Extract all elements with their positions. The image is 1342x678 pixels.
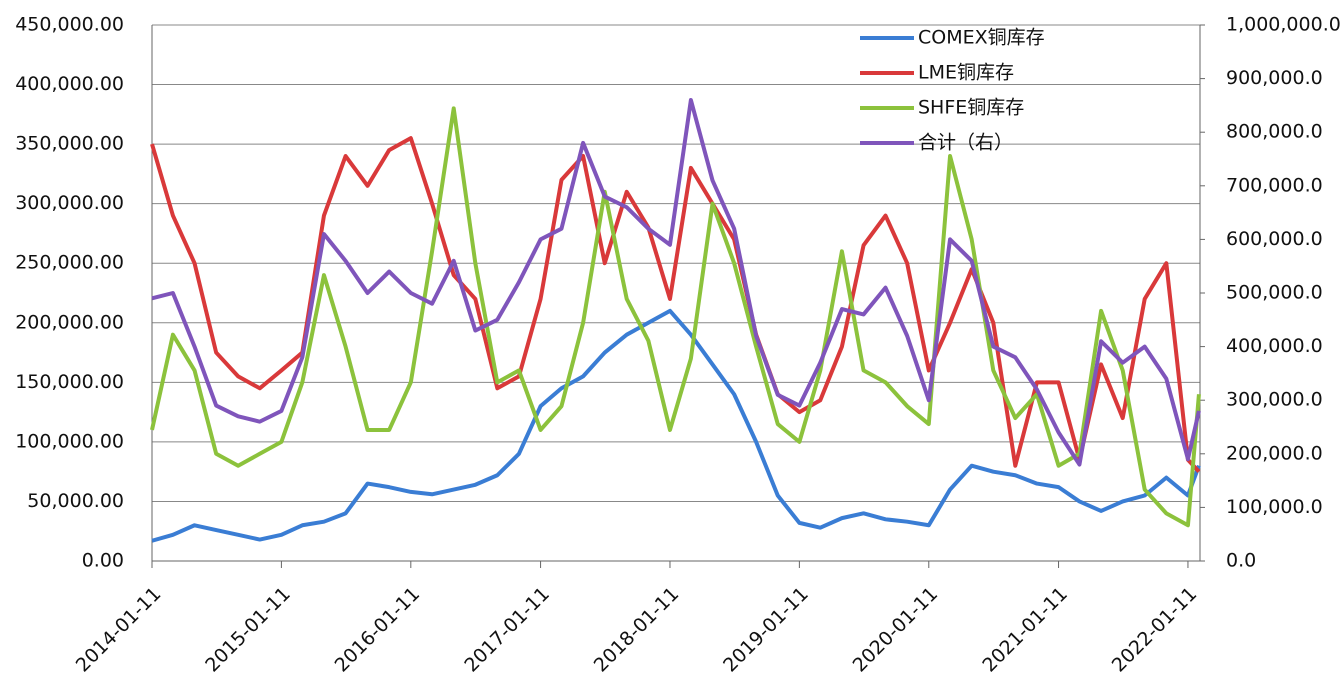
y2-tick-label: 700,000.0 xyxy=(1226,174,1323,196)
y-tick-label: 0.00 xyxy=(82,550,124,572)
series-line xyxy=(150,136,1201,474)
x-tick-label: 2022-01-11 xyxy=(1108,583,1202,677)
x-tick-label: 2020-01-11 xyxy=(849,583,943,677)
legend-label: SHFE铜库存 xyxy=(918,97,1024,119)
y2-tick-label: 600,000.0 xyxy=(1226,228,1323,250)
series-line xyxy=(150,106,1201,528)
y-tick-label: 100,000.00 xyxy=(15,430,124,452)
y2-tick-label: 0.0 xyxy=(1226,550,1256,572)
series-line xyxy=(151,308,1201,543)
y-tick-label: 250,000.00 xyxy=(15,252,124,274)
y2-tick-label: 500,000.0 xyxy=(1226,282,1323,304)
x-tick-label: 2018-01-11 xyxy=(590,583,684,677)
y-tick-label: 450,000.00 xyxy=(15,14,124,36)
legend-label: LME铜库存 xyxy=(918,62,1014,84)
x-tick-label: 2017-01-11 xyxy=(460,583,554,677)
y2-tick-label: 100,000.0 xyxy=(1226,496,1323,518)
x-tick-label: 2021-01-11 xyxy=(978,583,1072,677)
y-tick-label: 200,000.00 xyxy=(15,311,124,333)
y2-tick-label: 1,000,000.0 xyxy=(1226,14,1341,36)
y-tick-label: 400,000.00 xyxy=(15,73,124,95)
x-tick-label: 2015-01-11 xyxy=(201,583,295,677)
legend-label: 合计（右） xyxy=(918,132,1013,154)
x-tick-label: 2019-01-11 xyxy=(719,583,813,677)
x-tick-label: 2016-01-11 xyxy=(331,583,425,677)
y2-tick-label: 900,000.0 xyxy=(1226,67,1323,89)
y-tick-label: 50,000.00 xyxy=(27,490,124,512)
legend-label: COMEX铜库存 xyxy=(918,27,1045,49)
x-tick-label: 2014-01-11 xyxy=(72,583,166,677)
y2-tick-label: 300,000.0 xyxy=(1226,389,1323,411)
y-tick-label: 150,000.00 xyxy=(15,371,124,393)
y2-tick-label: 800,000.0 xyxy=(1226,121,1323,143)
series-line xyxy=(151,98,1201,467)
y2-tick-label: 400,000.0 xyxy=(1226,335,1323,357)
y-tick-label: 300,000.00 xyxy=(15,192,124,214)
y-tick-label: 350,000.00 xyxy=(15,133,124,155)
y2-tick-label: 200,000.0 xyxy=(1226,442,1323,464)
